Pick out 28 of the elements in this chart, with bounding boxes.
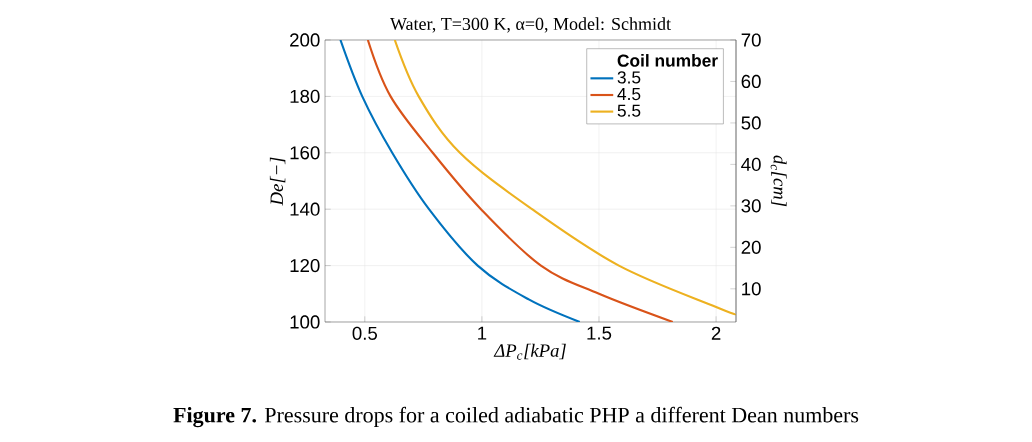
legend-label: 3.5	[617, 71, 641, 84]
y-tick-label: 100	[290, 315, 320, 329]
line-series	[339, 39, 581, 322]
y2-tick-label: 70	[741, 33, 761, 47]
y2-tick-label: 30	[741, 199, 761, 213]
y-tick-label: 200	[290, 33, 320, 47]
line-series	[393, 39, 736, 316]
y2-tick-label: 20	[741, 240, 761, 254]
y2-tick-label: 60	[741, 74, 761, 89]
y-tick-label: 160	[290, 146, 320, 160]
y-axis-title: De[−]	[269, 157, 286, 206]
y2-tick-label: 40	[741, 157, 761, 172]
y-tick-label: 140	[290, 202, 320, 216]
legend-title: Coil number	[617, 54, 718, 67]
text: Figure 7. Pressure drops for a coiled adiabatic PHP a different Dean numbers	[173, 406, 859, 428]
x-tick-label: 2	[711, 326, 721, 340]
x-tick-label: 1.5	[587, 326, 612, 340]
y-tick-label: 180	[290, 89, 320, 104]
chart-title: Water, T=300 K, α=0, Model: Schmidt	[390, 17, 671, 33]
x-tick-label: 1	[478, 326, 487, 340]
legend-label: 5.5	[617, 104, 641, 117]
y2-tick-label: 50	[741, 116, 761, 130]
x-axis-title: ΔP$_{c}$[kPa]	[493, 343, 566, 360]
x-tick-label: 0.5	[352, 326, 378, 340]
y2-tick-label: 10	[742, 282, 761, 296]
legend-label: 4.5	[617, 88, 641, 101]
y2-axis-title: d$_{c}$[cm]	[770, 155, 787, 207]
y-tick-label: 120	[290, 258, 320, 273]
